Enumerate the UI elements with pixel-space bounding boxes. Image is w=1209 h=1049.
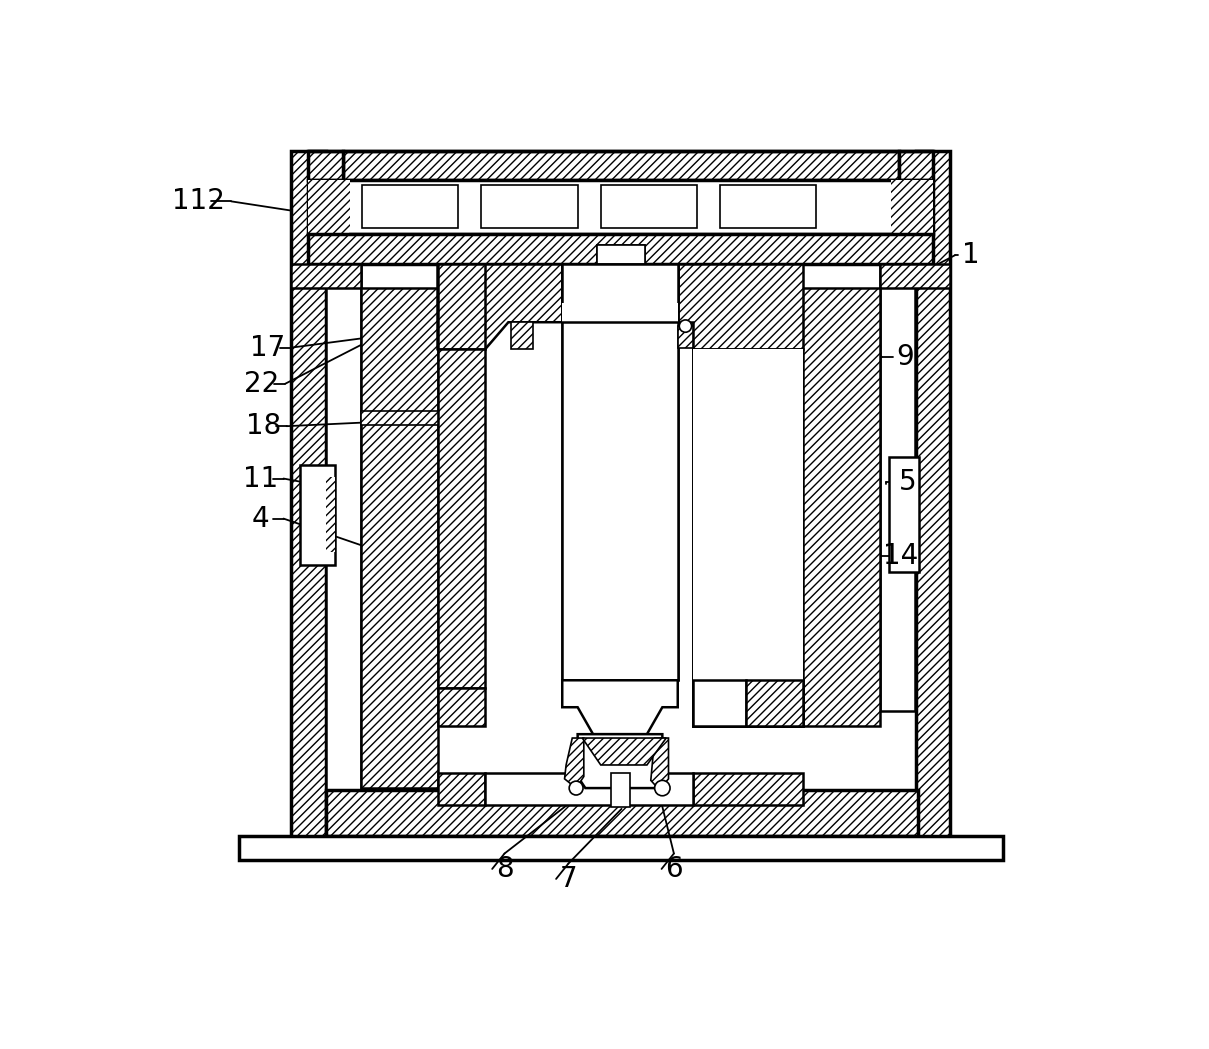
Text: 9: 9 xyxy=(896,343,914,371)
Bar xyxy=(915,150,950,838)
Bar xyxy=(343,150,898,179)
Polygon shape xyxy=(650,738,669,790)
Text: 5: 5 xyxy=(898,468,916,495)
Bar xyxy=(481,186,578,228)
Polygon shape xyxy=(438,349,485,688)
Bar xyxy=(360,411,438,425)
Polygon shape xyxy=(678,264,803,349)
Bar xyxy=(597,245,644,264)
Bar xyxy=(291,150,326,838)
Bar xyxy=(308,150,343,179)
Polygon shape xyxy=(438,264,485,349)
Bar xyxy=(511,322,533,349)
Bar xyxy=(693,681,746,727)
Bar xyxy=(361,186,458,228)
Bar xyxy=(308,234,933,264)
Bar xyxy=(611,773,630,808)
Circle shape xyxy=(569,782,583,795)
Text: 18: 18 xyxy=(245,412,282,441)
Text: 4: 4 xyxy=(251,505,270,533)
Bar xyxy=(678,326,693,347)
Bar xyxy=(562,264,678,322)
Bar xyxy=(326,264,360,819)
Polygon shape xyxy=(693,349,803,727)
Polygon shape xyxy=(578,734,663,788)
Circle shape xyxy=(679,320,692,333)
Text: 8: 8 xyxy=(496,855,514,883)
Bar xyxy=(291,264,360,287)
Text: 17: 17 xyxy=(250,334,285,362)
Bar xyxy=(326,790,918,836)
Bar xyxy=(891,179,933,234)
Text: 1: 1 xyxy=(961,241,979,270)
Bar xyxy=(562,322,678,681)
Bar xyxy=(693,773,803,805)
Bar xyxy=(239,836,1002,860)
Bar xyxy=(693,681,803,727)
Polygon shape xyxy=(565,738,584,788)
Bar xyxy=(562,264,678,303)
Bar xyxy=(308,179,933,234)
Bar xyxy=(438,773,485,805)
Bar xyxy=(485,773,693,805)
Text: 7: 7 xyxy=(560,865,577,893)
Bar xyxy=(360,287,438,788)
Bar xyxy=(601,186,698,228)
Bar xyxy=(597,245,644,264)
Polygon shape xyxy=(562,681,678,734)
Bar xyxy=(693,681,803,727)
Polygon shape xyxy=(438,688,485,727)
Bar xyxy=(880,264,915,711)
Bar xyxy=(562,303,678,322)
Text: 11: 11 xyxy=(243,465,278,493)
Text: 22: 22 xyxy=(244,370,279,398)
Text: 14: 14 xyxy=(884,541,919,570)
Bar xyxy=(880,264,950,287)
Bar xyxy=(721,186,816,228)
Bar xyxy=(693,349,803,681)
Bar xyxy=(890,457,919,573)
Text: 6: 6 xyxy=(665,855,683,883)
Bar xyxy=(746,681,803,727)
Polygon shape xyxy=(583,738,666,765)
Bar xyxy=(301,465,335,564)
Bar xyxy=(308,179,351,234)
Text: 112: 112 xyxy=(173,188,225,215)
Bar xyxy=(326,477,335,553)
Bar xyxy=(898,150,933,179)
Bar xyxy=(693,287,880,727)
Polygon shape xyxy=(438,264,562,349)
Circle shape xyxy=(654,780,670,796)
